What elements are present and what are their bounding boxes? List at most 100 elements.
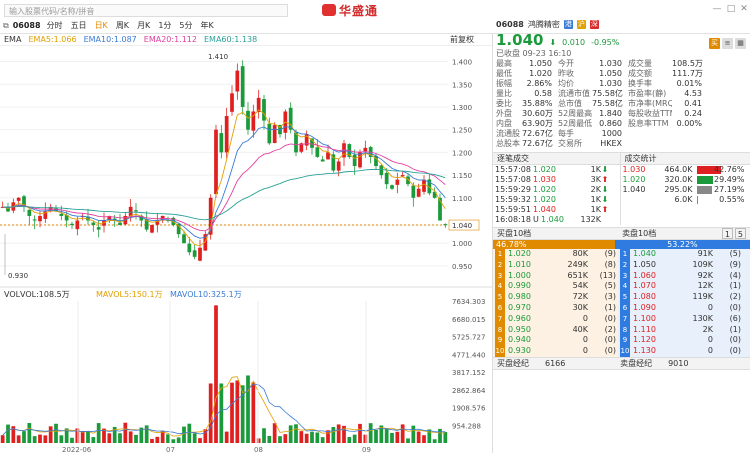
level-volume: 12K — [697, 281, 713, 291]
level-price: 0.940 — [508, 335, 531, 345]
stats-row: 6.0K 0.55% — [621, 195, 750, 205]
period-tab-5[interactable]: 1分 — [158, 21, 172, 30]
search-input[interactable]: 输入股票代码/名称/拼音 — [4, 4, 288, 17]
level-index: 3 — [495, 270, 505, 282]
stats-bar-fill — [696, 186, 712, 194]
volume-bar — [187, 423, 192, 443]
tick-time: 15:59:51 — [495, 205, 531, 214]
page-5-button[interactable]: 5 — [734, 228, 746, 239]
vol-tick-label: 6680.015 — [452, 316, 485, 324]
stats-bar: 42.76% — [696, 165, 747, 175]
stats-bar: 0.55% — [696, 195, 747, 205]
stats-bar: 27.19% — [696, 185, 747, 195]
sell-broker-row: 卖盘经纪 9010 — [616, 356, 750, 370]
level-count: (0) — [729, 335, 741, 345]
sell-level-row[interactable]: 2 1.050 109K (9) — [618, 259, 750, 271]
menu-icon[interactable]: ≡ — [722, 38, 733, 49]
sell-level-row[interactable]: 6 1.090 0 (0) — [618, 302, 750, 314]
buy-broker-row: 买盘经纪 6166 — [493, 356, 617, 370]
volume-bar — [48, 426, 53, 443]
buy-level-row[interactable]: 6 0.970 30K (1) — [493, 302, 618, 314]
candle-body — [379, 165, 384, 176]
level-price: 0.930 — [508, 346, 531, 356]
tag-sz[interactable]: 深 — [589, 20, 599, 29]
down-arrow-icon: ⬇ — [601, 165, 609, 174]
candle-body — [32, 219, 37, 221]
up-arrow-icon: ⬆ — [601, 175, 609, 184]
candle-body — [219, 133, 224, 153]
stats-pct: 42.76% — [713, 165, 745, 174]
level-index: 2 — [495, 259, 505, 271]
level-price: 1.110 — [633, 324, 656, 334]
level-price: 1.120 — [633, 335, 656, 345]
stats-price: 1.030 — [622, 165, 646, 174]
candle-body — [214, 129, 218, 195]
period-tab-6[interactable]: 5分 — [179, 21, 193, 30]
quote-field-cell: 1.020 — [529, 69, 552, 78]
volume-bar — [395, 431, 400, 443]
period-tab-2[interactable]: 日K — [94, 21, 108, 30]
quote-field-cell: 外盘 — [496, 109, 512, 118]
buy-level-row[interactable]: 3 1.000 651K (13) — [493, 270, 618, 282]
buy-level-row[interactable]: 1 1.020 80K (9) — [493, 249, 618, 260]
grid-icon[interactable]: ▦ — [735, 38, 746, 49]
sell-level-row[interactable]: 4 1.070 12K (1) — [618, 281, 750, 293]
tag-hk[interactable]: 港 — [563, 20, 573, 29]
buy-level-row[interactable]: 7 0.960 0 (0) — [493, 313, 618, 325]
buy-level-row[interactable]: 2 1.010 249K (8) — [493, 259, 618, 271]
volume-bar — [214, 305, 218, 443]
minimize-button[interactable]: — — [712, 4, 722, 14]
sell-level-row[interactable]: 9 1.120 0 (0) — [618, 335, 750, 347]
down-arrow-icon: ⬇ — [601, 185, 609, 194]
buy-level-row[interactable]: 4 0.990 54K (5) — [493, 281, 618, 293]
volume-bar — [416, 431, 421, 443]
sell-level-row[interactable]: 8 1.110 2K (1) — [618, 324, 750, 336]
level-count: (0) — [604, 346, 616, 356]
orderbook: 1 1.020 80K (9) 2 1.010 249K (8) 3 1.000 651K (13) 4… — [493, 249, 750, 357]
sell-level-row[interactable]: 7 1.100 130K (6) — [618, 313, 750, 325]
level-price: 1.000 — [508, 270, 531, 280]
volume-bar — [171, 439, 176, 443]
tick-time: 16:08:18 — [495, 215, 531, 224]
ema5-value: EMA5:1.066 — [28, 34, 77, 44]
sell-level-row[interactable]: 3 1.060 92K (4) — [618, 270, 750, 282]
period-tab-7[interactable]: 年K — [200, 21, 214, 30]
sell-title: 卖盘10档 — [622, 229, 657, 238]
expand-icon[interactable]: ⧉ — [3, 20, 9, 30]
buy-level-row[interactable]: 10 0.930 0 (0) — [493, 346, 618, 357]
buy-level-row[interactable]: 5 0.980 72K (3) — [493, 292, 618, 303]
volume-bar — [198, 438, 202, 443]
adjust-select[interactable]: 前复权 — [450, 34, 474, 44]
quote-field-cell: 股息率TTM — [628, 119, 669, 128]
period-tab-4[interactable]: 月K — [137, 21, 151, 30]
quote-field-cell: 每手 — [558, 129, 574, 138]
candle-body — [235, 70, 240, 92]
period-tab-0[interactable]: 分时 — [46, 21, 63, 30]
level-count: (0) — [604, 313, 616, 323]
mavol5-line — [2, 376, 446, 437]
quote-field-cell: 111.7万 — [672, 69, 703, 78]
buy-level-row[interactable]: 9 0.940 0 (0) — [493, 335, 618, 347]
level-volume: 0 — [582, 335, 588, 345]
buy-level-row[interactable]: 8 0.950 40K (2) — [493, 324, 618, 336]
price-tick-label: 1.000 — [452, 240, 472, 248]
period-tab-1[interactable]: 五日 — [70, 21, 87, 30]
level-count: (6) — [729, 313, 741, 323]
period-tab-3[interactable]: 周K — [115, 21, 130, 30]
tag-sh[interactable]: 沪 — [576, 20, 586, 29]
restore-button[interactable]: □ — [726, 4, 736, 14]
buy-icon[interactable]: 买 — [709, 38, 720, 49]
sell-level-row[interactable]: 10 1.130 0 (0) — [618, 346, 750, 357]
sell-level-row[interactable]: 1 1.040 91K (5) — [618, 249, 750, 260]
level-index: 9 — [495, 335, 505, 347]
close-button[interactable]: ✕ — [740, 4, 748, 14]
kline-chart[interactable]: 1.400 1.350 1.300 1.250 1.200 1.150 1.100 1.040… — [0, 45, 492, 453]
candle-body — [118, 222, 122, 226]
sell-level-row[interactable]: 5 1.080 119K (2) — [618, 292, 750, 303]
candle-body — [59, 213, 64, 216]
volume-bar — [342, 425, 346, 443]
page-1-button[interactable]: 1 — [721, 228, 733, 239]
quote-field-cell — [672, 139, 708, 149]
volume-bar — [262, 428, 266, 443]
brand-logo: 华盛通 — [322, 2, 378, 18]
